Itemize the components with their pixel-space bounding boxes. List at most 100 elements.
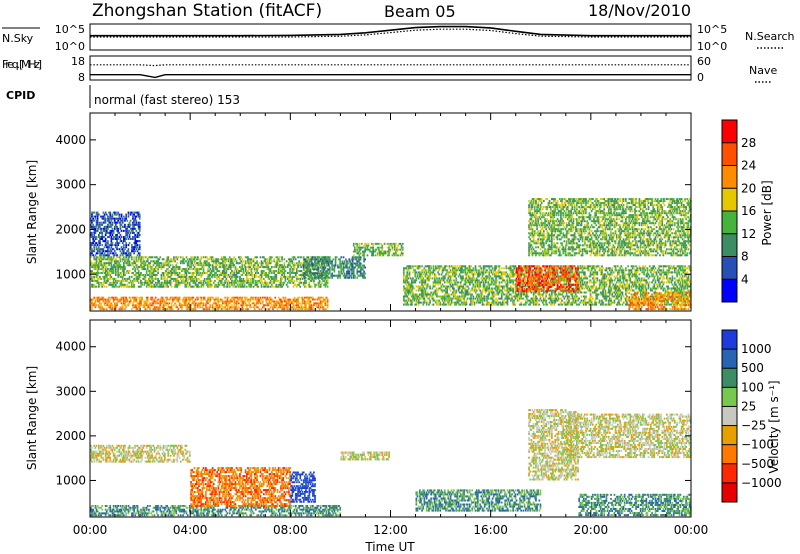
- power-cell: [416, 275, 419, 278]
- power-cell: [140, 279, 142, 282]
- power-cell: [91, 279, 93, 282]
- power-cell: [473, 287, 476, 290]
- power-cell: [161, 296, 164, 299]
- power-cell: [432, 265, 435, 268]
- power-cell: [132, 281, 134, 284]
- power-cell: [140, 266, 142, 269]
- power-cell: [448, 295, 451, 298]
- power-cell: [483, 297, 486, 300]
- power-cell: [380, 252, 382, 255]
- power-cell: [190, 277, 192, 280]
- power-cell: [258, 275, 261, 278]
- power-cell: [202, 298, 205, 301]
- power-cell: [299, 266, 302, 269]
- power-cell: [290, 272, 292, 274]
- power-cell: [162, 272, 165, 274]
- power-cell: [290, 306, 292, 309]
- power-cell: [96, 250, 99, 253]
- power-cell: [241, 281, 244, 284]
- power-cell: [305, 279, 307, 282]
- power-cell: [115, 260, 117, 263]
- power-cell: [104, 270, 107, 273]
- power-cell: [499, 301, 502, 304]
- power-cell: [376, 246, 379, 249]
- power-cell: [283, 308, 286, 311]
- power-cell: [286, 306, 289, 309]
- power-cell: [157, 302, 159, 305]
- power-cell: [458, 285, 461, 288]
- power-cell: [136, 302, 139, 305]
- power-cell: [294, 258, 297, 261]
- power-cell: [276, 308, 279, 311]
- power-cell: [448, 299, 451, 302]
- power-cell: [137, 240, 140, 243]
- power-cell: [218, 304, 221, 307]
- power-cell: [200, 302, 203, 305]
- power-cell: [166, 279, 168, 282]
- power-cell: [307, 262, 310, 265]
- power-cell: [490, 297, 493, 300]
- power-cell: [502, 291, 504, 294]
- power-cell: [458, 265, 461, 268]
- power-cell: [107, 277, 109, 280]
- power-cell: [131, 246, 133, 249]
- power-cell: [202, 270, 205, 273]
- power-cell: [363, 270, 365, 273]
- power-cell: [232, 274, 234, 276]
- power-cell: [166, 274, 168, 276]
- power-cell: [133, 279, 135, 282]
- power-cell: [107, 225, 109, 228]
- power-cell: [234, 277, 237, 280]
- power-cell: [510, 281, 512, 284]
- power-cell: [166, 302, 168, 305]
- power-cell: [457, 299, 460, 302]
- power-cell: [282, 308, 285, 311]
- power-cell: [121, 225, 124, 228]
- power-cell: [440, 289, 443, 292]
- power-cell: [165, 300, 167, 303]
- power-cell: [403, 269, 405, 272]
- power-cell: [261, 296, 264, 299]
- power-cell: [444, 265, 446, 268]
- power-cell: [450, 271, 453, 274]
- power-cell: [405, 279, 407, 282]
- power-cell: [433, 299, 436, 302]
- power-cell: [96, 256, 99, 259]
- power-cell: [492, 273, 495, 276]
- power-cell: [400, 250, 403, 253]
- power-cell: [200, 275, 203, 278]
- power-cell: [297, 304, 299, 307]
- power-cell: [326, 277, 329, 280]
- power-cell: [231, 283, 233, 286]
- power-cell: [99, 248, 101, 251]
- power-cell: [448, 303, 451, 306]
- power-cell: [186, 262, 189, 265]
- power-cell: [492, 299, 495, 302]
- power-cell: [261, 270, 264, 273]
- power-cell: [94, 262, 97, 265]
- power-cell: [496, 275, 499, 278]
- power-cell: [368, 250, 371, 253]
- power-cell: [182, 256, 184, 259]
- power-cell: [274, 279, 277, 282]
- power-cell: [241, 258, 244, 261]
- power-cell: [487, 289, 489, 292]
- power-cell: [94, 258, 97, 261]
- power-cell: [100, 268, 102, 271]
- power-cell: [457, 301, 460, 304]
- power-cell: [256, 262, 258, 265]
- power-cell: [488, 285, 491, 288]
- power-cell: [236, 296, 239, 299]
- power-cell: [91, 283, 93, 286]
- power-cell: [279, 298, 281, 301]
- power-cell: [98, 258, 100, 261]
- power-cell: [200, 281, 203, 284]
- power-cell: [290, 279, 292, 282]
- power-cell: [205, 260, 207, 263]
- power-cell: [298, 308, 300, 311]
- power-cell: [419, 285, 421, 288]
- power-cell: [228, 256, 231, 259]
- power-cell: [190, 279, 192, 282]
- power-cell: [489, 283, 492, 286]
- power-cell: [111, 234, 114, 236]
